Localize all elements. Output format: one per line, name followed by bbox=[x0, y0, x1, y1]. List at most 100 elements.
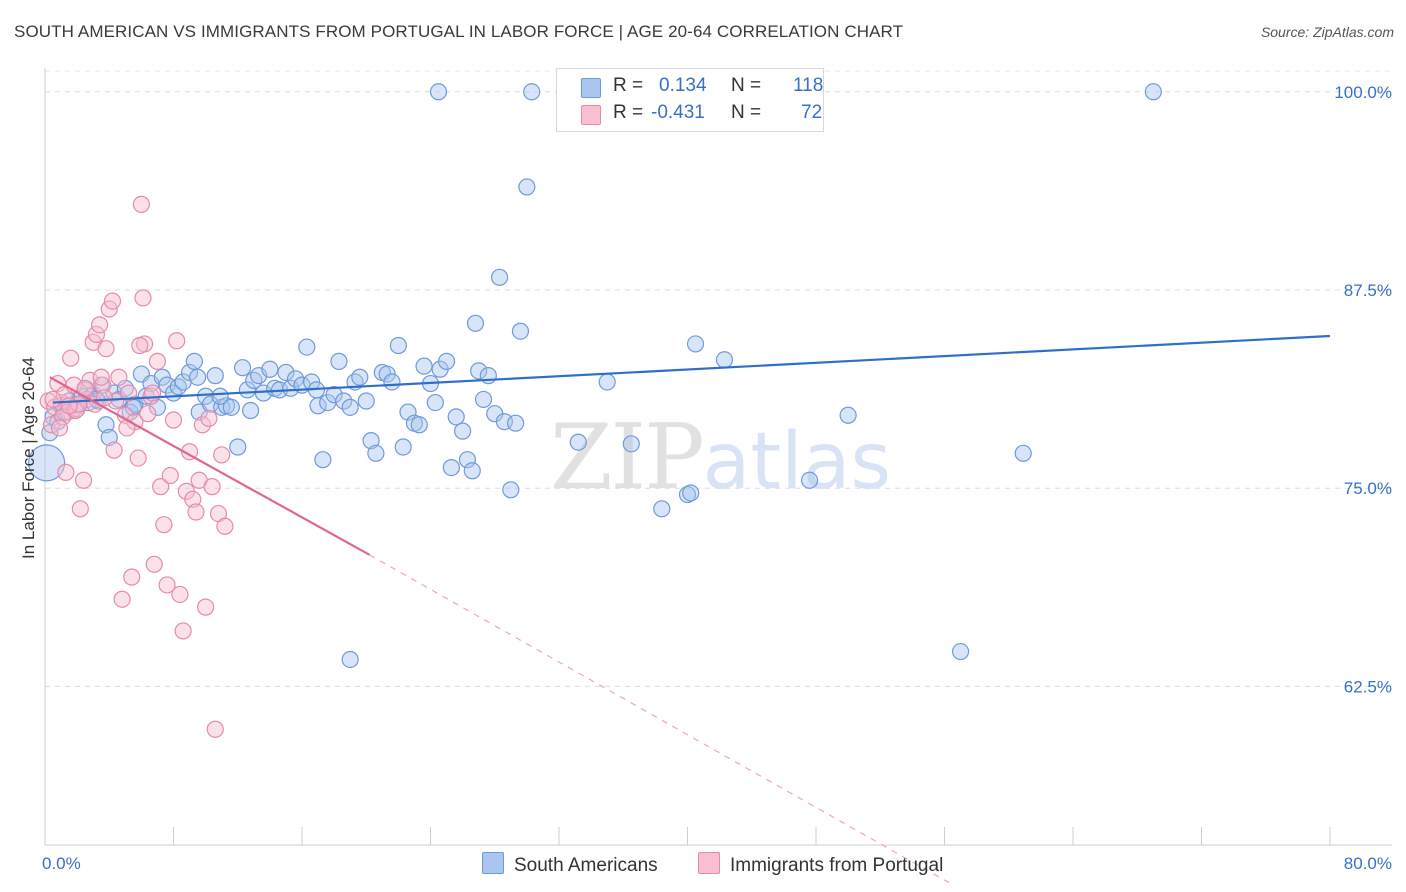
point-south-american bbox=[242, 401, 260, 420]
point-portugal bbox=[74, 471, 93, 489]
point-portugal bbox=[152, 478, 170, 496]
point-portugal bbox=[119, 384, 138, 402]
point-south-american bbox=[229, 438, 247, 456]
point-south-american bbox=[458, 451, 477, 469]
x-tick-label-min: 0.0% bbox=[42, 854, 81, 873]
legend-n-value: 72 bbox=[801, 102, 823, 123]
point-portugal bbox=[87, 325, 106, 343]
point-portugal bbox=[216, 517, 234, 535]
point-south-american bbox=[839, 406, 857, 424]
point-portugal bbox=[155, 516, 173, 534]
point-south-american bbox=[442, 459, 460, 477]
point-south-american bbox=[335, 392, 353, 410]
source-label: Source: ZipAtlas.com bbox=[1260, 24, 1394, 40]
point-south-american bbox=[715, 351, 734, 369]
point-portugal bbox=[105, 441, 123, 459]
point-portugal bbox=[97, 340, 115, 358]
point-south-american bbox=[518, 178, 536, 196]
point-south-american bbox=[325, 386, 343, 404]
legend-n-label: N = bbox=[731, 102, 762, 123]
point-south-american bbox=[682, 484, 700, 502]
point-south-american bbox=[185, 352, 203, 370]
point-portugal bbox=[107, 392, 125, 410]
point-portugal bbox=[184, 490, 202, 508]
point-south-american bbox=[447, 408, 465, 426]
point-portugal bbox=[129, 449, 147, 467]
point-south-american bbox=[341, 650, 359, 669]
legend-n-value: 118 bbox=[793, 75, 824, 96]
correlation-legend: R = 0.134 N = 118 R = -0.431 N = 72 bbox=[556, 68, 824, 132]
tick-labels: 62.5% 75.0% 87.5% 100.0% 0.0% 80.0% bbox=[42, 83, 1392, 873]
point-portugal bbox=[180, 443, 199, 461]
trend-lines bbox=[49, 334, 1331, 886]
legend-n-label: N = bbox=[731, 75, 762, 96]
point-south-american bbox=[463, 462, 481, 480]
point-south-american bbox=[598, 373, 616, 391]
point-portugal bbox=[206, 720, 224, 738]
point-portugal bbox=[164, 411, 183, 429]
point-south-american bbox=[211, 387, 229, 405]
legend-swatch-blue bbox=[482, 852, 504, 874]
point-south-american bbox=[238, 381, 256, 399]
point-south-american bbox=[286, 370, 305, 388]
point-south-american bbox=[383, 373, 401, 391]
legend-item-portugal: Immigrants from Portugal bbox=[698, 852, 943, 877]
point-south-american bbox=[245, 371, 263, 389]
point-south-american bbox=[523, 83, 541, 101]
point-portugal bbox=[123, 568, 141, 586]
point-south-american bbox=[429, 83, 448, 101]
point-portugal bbox=[60, 397, 78, 415]
point-south-american bbox=[410, 416, 428, 434]
point-portugal bbox=[200, 409, 218, 428]
point-portugal bbox=[62, 349, 80, 367]
point-south-american bbox=[622, 435, 640, 453]
point-south-american bbox=[686, 335, 705, 353]
point-portugal bbox=[148, 352, 167, 370]
point-south-american bbox=[474, 390, 493, 409]
point-south-american bbox=[206, 367, 224, 385]
y-tick-label: 75.0% bbox=[1344, 479, 1392, 498]
legend-swatch-pink bbox=[698, 852, 720, 874]
watermark-zip: ZIP bbox=[550, 405, 705, 510]
point-south-american bbox=[362, 432, 380, 450]
point-portugal bbox=[168, 332, 186, 350]
legend-label: South Americans bbox=[514, 855, 658, 876]
point-portugal bbox=[132, 195, 150, 213]
legend-r-label: R = bbox=[613, 102, 644, 123]
point-south-american bbox=[298, 338, 316, 356]
point-portugal bbox=[95, 389, 114, 407]
legend-label: Immigrants from Portugal bbox=[730, 855, 944, 876]
point-south-american bbox=[367, 444, 385, 462]
point-portugal bbox=[174, 622, 192, 640]
point-south-american bbox=[97, 416, 115, 434]
point-south-american bbox=[437, 352, 456, 370]
point-south-american bbox=[507, 414, 525, 432]
x-tick-label-max: 80.0% bbox=[1344, 854, 1392, 873]
point-south-american bbox=[800, 471, 819, 489]
point-portugal bbox=[171, 585, 189, 604]
point-south-american bbox=[1014, 444, 1032, 462]
point-south-american bbox=[282, 379, 300, 397]
trend-line-portugal-extension bbox=[369, 554, 953, 886]
y-axis-title: In Labor Force | Age 20-64 bbox=[19, 357, 38, 559]
point-portugal bbox=[57, 463, 75, 481]
point-south-american bbox=[415, 357, 433, 375]
point-south-american bbox=[569, 433, 587, 451]
point-portugal bbox=[203, 478, 221, 496]
point-portugal bbox=[158, 576, 176, 594]
point-portugal bbox=[139, 405, 157, 423]
point-south-american bbox=[394, 438, 412, 456]
point-portugal bbox=[91, 316, 109, 334]
point-south-american bbox=[653, 500, 671, 518]
point-portugal bbox=[161, 466, 179, 485]
point-south-american bbox=[233, 359, 252, 377]
legend-r-label: R = bbox=[613, 75, 644, 96]
point-south-american bbox=[389, 336, 407, 355]
point-portugal bbox=[50, 419, 69, 437]
trend-line-portugal bbox=[49, 376, 370, 556]
point-south-american bbox=[466, 314, 485, 332]
legend-r-value: 0.134 bbox=[659, 75, 707, 96]
point-south-american bbox=[502, 481, 520, 499]
watermark-atlas: atlas bbox=[702, 417, 892, 507]
point-portugal bbox=[110, 368, 128, 386]
